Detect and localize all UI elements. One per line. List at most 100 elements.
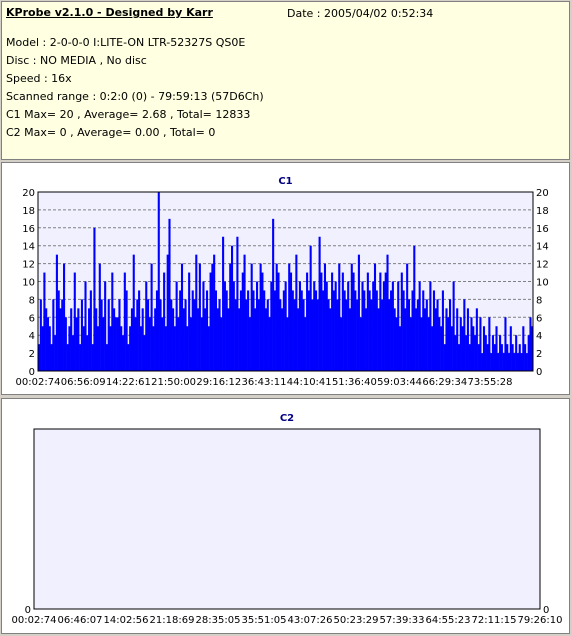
bar — [423, 308, 427, 371]
bar — [304, 317, 307, 371]
x-tick-label: 66:29:34 — [422, 377, 467, 388]
c1-chart: C1 0 0 2 2 4 4 6 6 8 8 10 10 12 12 14 14 16 16 18 18 20 20 00:0… — [16, 176, 549, 388]
model-line: Model : 2-0-0-0 I:LITE-ON LTR-52327S QS0… — [6, 36, 246, 49]
bar — [164, 326, 167, 371]
bar — [234, 299, 237, 371]
bar — [495, 326, 498, 371]
bar — [425, 299, 428, 371]
y-tick-label-left: 10 — [22, 278, 35, 289]
bar — [152, 326, 155, 371]
bar — [468, 344, 471, 371]
c2-summary: C2 Max= 0 , Average= 0.00 , Total= 0 — [6, 126, 216, 139]
bar — [98, 263, 101, 371]
bar — [209, 272, 212, 371]
bar — [55, 254, 58, 371]
bar — [391, 281, 394, 371]
bar — [89, 290, 92, 371]
x-tick-label: 35:51:05 — [242, 615, 287, 626]
bar — [409, 317, 412, 371]
bar — [231, 245, 234, 371]
bar — [275, 263, 278, 371]
bar — [104, 281, 107, 371]
x-tick-label: 14:02:56 — [104, 615, 149, 626]
x-tick-label: 29:16:12 — [196, 377, 241, 388]
y-tick-label-left: 20 — [22, 188, 35, 199]
bar — [270, 281, 273, 371]
speed-line: Speed : 16x — [6, 72, 72, 85]
bar — [481, 353, 484, 371]
bar — [440, 326, 443, 371]
bar — [456, 308, 459, 371]
y-tick-label-left: 2 — [29, 349, 35, 360]
bar — [82, 326, 85, 371]
bar — [46, 317, 50, 371]
x-tick-label: 06:46:07 — [58, 615, 103, 626]
bar — [332, 290, 335, 371]
bar — [477, 344, 480, 371]
bar — [506, 344, 509, 371]
bar — [368, 290, 371, 371]
bar — [306, 272, 309, 371]
x-tick-label: 00:02:74 — [12, 615, 57, 626]
bar — [77, 308, 80, 371]
bar — [227, 308, 230, 371]
bar — [130, 308, 134, 371]
bar — [488, 317, 491, 371]
bar — [125, 290, 128, 371]
bar — [148, 317, 151, 371]
bar — [63, 263, 66, 371]
bar — [238, 308, 241, 371]
bar — [118, 299, 121, 371]
bar — [45, 308, 48, 371]
bar — [241, 272, 244, 371]
bar — [147, 299, 150, 371]
bar — [216, 308, 219, 371]
bar — [132, 254, 135, 371]
bar — [431, 326, 434, 371]
bar — [293, 299, 296, 371]
bar — [515, 335, 518, 371]
bar — [316, 299, 319, 371]
bar — [323, 263, 327, 371]
y-tick-label-left: 12 — [22, 260, 35, 271]
x-tick-label: 21:18:69 — [150, 615, 195, 626]
bar — [220, 317, 223, 371]
bar — [50, 344, 53, 371]
bar — [161, 317, 164, 371]
bar — [507, 353, 511, 371]
bar — [100, 299, 103, 371]
bar — [166, 254, 169, 371]
bar — [406, 263, 409, 371]
range-line: Scanned range : 0:2:0 (0) - 79:59:13 (57… — [6, 90, 264, 103]
bar — [193, 299, 196, 371]
bar — [163, 272, 166, 371]
y-tick-label-right: 0 — [543, 605, 549, 616]
bar — [41, 326, 44, 371]
y-tick-label-left: 18 — [22, 206, 35, 217]
bar — [375, 290, 378, 371]
bar — [222, 236, 225, 371]
bar — [445, 308, 448, 371]
bar — [247, 290, 250, 371]
bar — [461, 326, 464, 371]
bar — [340, 317, 343, 371]
bar — [297, 308, 300, 371]
bar — [520, 353, 523, 371]
bar — [172, 308, 175, 371]
bar — [300, 290, 303, 371]
bar — [116, 317, 119, 371]
bar — [436, 299, 439, 371]
bar — [361, 281, 364, 371]
bar — [420, 317, 423, 371]
bar — [497, 353, 500, 371]
bar — [338, 263, 341, 371]
y-tick-label-left: 16 — [22, 224, 35, 235]
bar — [356, 299, 359, 371]
bar — [66, 344, 69, 371]
bar — [395, 317, 398, 371]
bar — [416, 299, 419, 371]
y-tick-label-right: 6 — [536, 313, 542, 324]
bar — [279, 299, 282, 371]
y-tick-label-right: 14 — [536, 242, 549, 253]
bar — [264, 308, 268, 371]
